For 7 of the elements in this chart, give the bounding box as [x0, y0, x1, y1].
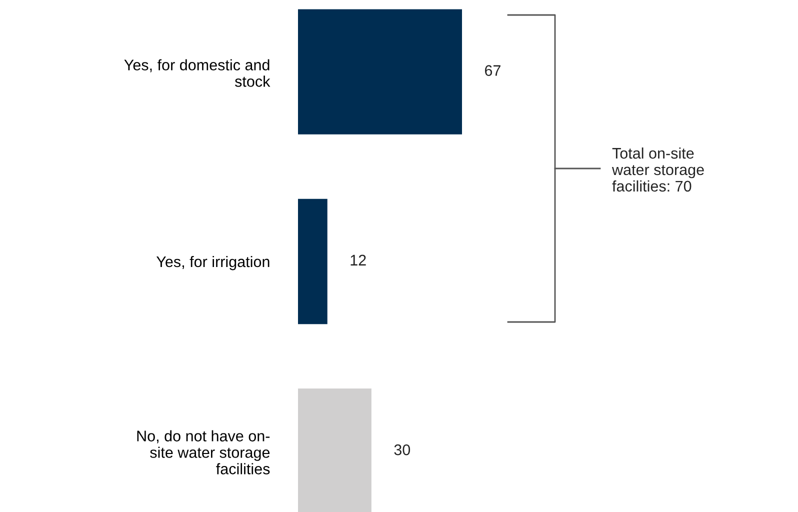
data-label: 12	[350, 254, 366, 266]
text: Total on-site water storage facilities: 70	[612, 147, 704, 192]
y-tick-label: Yes, for irrigation	[156, 256, 270, 270]
y-tick-label: Yes, for domestic and stock	[124, 59, 270, 87]
data-label: 30	[394, 444, 410, 456]
data-label: 67	[485, 65, 500, 76]
y-tick-label: No, do not have on- site water storage facilities	[137, 430, 270, 474]
